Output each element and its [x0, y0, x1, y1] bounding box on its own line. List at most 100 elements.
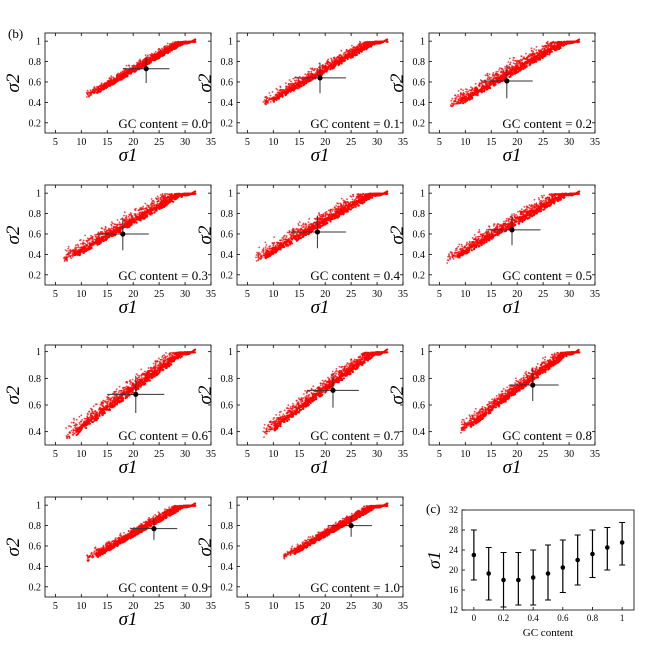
scatter-point	[304, 73, 307, 76]
scatter-point	[508, 57, 511, 60]
scatter-point	[528, 53, 531, 56]
scatter-point	[551, 41, 554, 44]
scatter-point	[457, 100, 459, 103]
scatter-point	[337, 63, 340, 67]
scatter-point	[127, 215, 130, 218]
scatter-point	[538, 51, 541, 53]
scatter-point	[119, 223, 122, 226]
scatter-point	[276, 92, 279, 94]
scatter-point	[340, 62, 343, 65]
scatter-point	[533, 48, 536, 50]
scatter-point	[180, 43, 183, 46]
scatter-point	[483, 85, 486, 88]
scatter-point	[139, 60, 142, 63]
scatter-point	[285, 92, 288, 95]
scatter-point	[171, 46, 174, 50]
scatter-point	[573, 40, 576, 43]
scatter-point	[539, 56, 542, 59]
scatter-point	[467, 94, 470, 97]
x-tick-label: 35	[398, 137, 408, 148]
scatter-point	[534, 57, 537, 60]
scatter-point	[354, 46, 357, 49]
scatter-point	[316, 67, 319, 70]
scatter-point	[329, 66, 332, 69]
scatter-point	[274, 94, 277, 97]
scatter-point	[541, 45, 544, 47]
scatter-point	[293, 79, 296, 82]
scatter-point	[526, 55, 529, 58]
scatter-point	[500, 67, 503, 70]
x-axis-label: σ1	[119, 145, 138, 166]
scatter-point	[163, 46, 165, 49]
scatter-point	[290, 85, 293, 87]
scatter-point	[494, 72, 497, 75]
scatter-point	[172, 41, 174, 43]
scatter-point	[109, 81, 112, 84]
scatter-point	[497, 73, 500, 76]
scatter-point	[464, 101, 467, 104]
scatter-point	[279, 89, 282, 92]
scatter-point	[110, 78, 113, 81]
x-tick-label: 5	[437, 137, 442, 148]
scatter-point	[284, 94, 287, 97]
scatter-point	[150, 198, 153, 200]
scatter-point	[96, 90, 100, 93]
scatter-point	[75, 244, 77, 247]
scatter-point	[462, 102, 465, 105]
scatter-point	[94, 90, 96, 93]
scatter-point	[141, 60, 144, 63]
scatter-point	[311, 67, 314, 70]
scatter-point	[545, 52, 549, 55]
scatter-point	[535, 52, 538, 54]
scatter-point	[269, 94, 272, 97]
scatter-point	[554, 42, 557, 44]
scatter-point	[113, 82, 116, 85]
scatter-point	[129, 72, 133, 75]
scatter-point	[66, 256, 68, 259]
scatter-point	[164, 52, 167, 55]
scatter-point	[479, 89, 482, 92]
scatter-point	[104, 228, 107, 231]
scatter-point	[174, 41, 176, 44]
scatter-point	[272, 97, 275, 100]
scatter-point	[488, 73, 491, 76]
scatter-point	[457, 98, 459, 101]
scatter-point	[492, 84, 495, 87]
scatter-point	[119, 77, 122, 80]
scatter-point	[150, 58, 153, 62]
scatter-point	[347, 52, 350, 54]
scatter-point	[271, 91, 274, 93]
scatter-point	[368, 42, 371, 45]
scatter-point	[164, 194, 166, 196]
scatter-point	[512, 62, 515, 64]
y-tick-label: 0.8	[29, 57, 42, 68]
scatter-point	[450, 99, 453, 102]
scatter-point	[519, 67, 523, 70]
scatter-point	[269, 97, 272, 100]
scatter-point	[169, 46, 172, 48]
scatter-point	[495, 77, 498, 81]
scatter-point	[531, 54, 534, 57]
scatter-point	[455, 97, 457, 100]
scatter-point	[541, 52, 544, 56]
scatter-point	[454, 100, 457, 103]
scatter-point	[500, 77, 503, 80]
scatter-point	[155, 198, 158, 200]
scatter-point	[545, 41, 548, 44]
scatter-point	[88, 95, 91, 98]
scatter-point	[111, 221, 113, 224]
mean-marker	[504, 78, 510, 84]
scatter-point	[474, 82, 477, 85]
scatter-point	[310, 73, 312, 76]
x-tick-label: 35	[590, 137, 600, 148]
scatter-point	[557, 47, 561, 50]
scatter-point	[135, 65, 138, 67]
y-tick-label: 1	[36, 37, 41, 48]
gc-content-label: GC content = 0.2	[502, 116, 592, 131]
scatter-point	[487, 74, 489, 77]
scatter-point	[478, 82, 481, 85]
scatter-point	[513, 56, 515, 59]
scatter-point	[492, 72, 495, 74]
